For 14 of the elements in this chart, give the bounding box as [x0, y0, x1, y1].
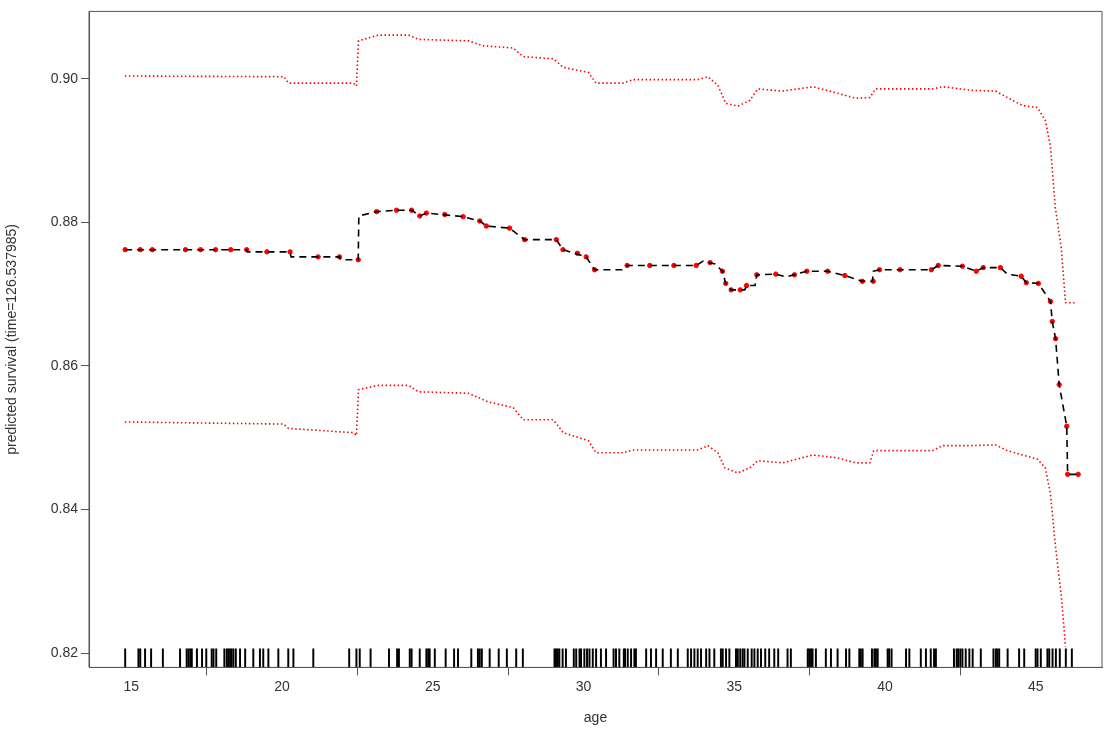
y-tick-label: 0.84: [50, 500, 79, 517]
y-tick-label: 0.82: [50, 643, 79, 660]
y-tick-label: 0.90: [50, 69, 79, 86]
x-tick-label: 35: [726, 677, 743, 694]
x-tick-label: 40: [877, 677, 893, 694]
x-tick-label: 15: [123, 677, 140, 694]
x-tick-label: 20: [274, 677, 290, 694]
x-tick-label: 25: [424, 677, 441, 694]
x-tick-label: 30: [575, 677, 592, 694]
y-tick-label: 0.86: [50, 356, 79, 373]
x-tick-label: 45: [1027, 677, 1044, 694]
y-axis-title: predicted survival (time=126.537985): [3, 224, 20, 455]
y-tick-label: 0.88: [50, 213, 79, 230]
x-axis-title: age: [583, 709, 608, 726]
